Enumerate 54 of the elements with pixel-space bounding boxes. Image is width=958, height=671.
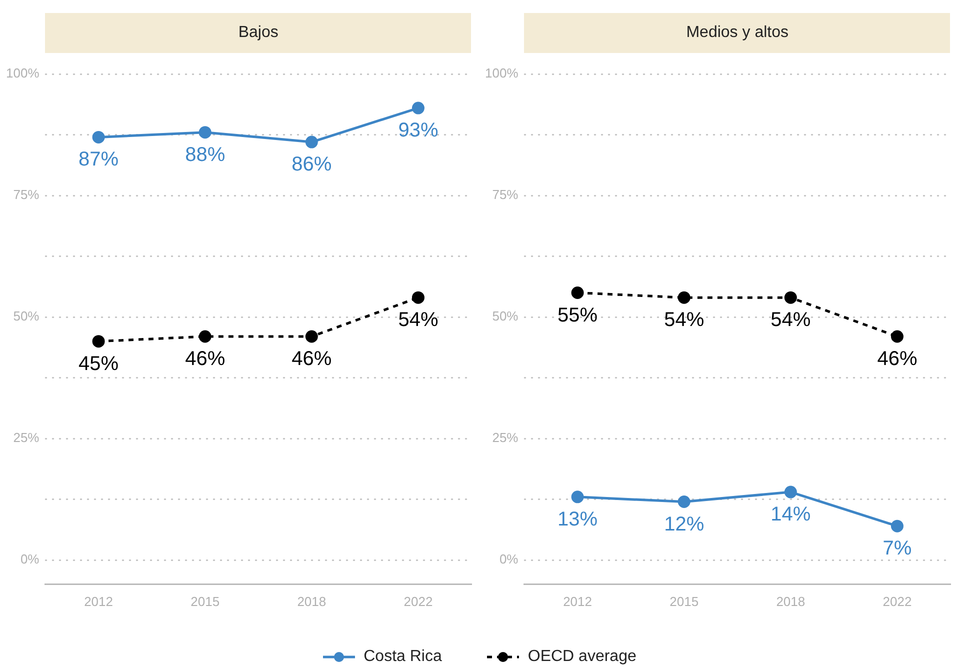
legend-label: Costa Rica — [364, 648, 442, 666]
data-label: 45% — [78, 352, 119, 375]
y-tick-label: 75% — [492, 187, 519, 202]
y-tick-label: 100% — [6, 66, 40, 81]
data-label: 55% — [558, 304, 598, 326]
x-tick-label: 2018 — [776, 594, 806, 609]
data-label: 12% — [664, 513, 704, 536]
data-label: 46% — [877, 348, 918, 370]
point — [784, 486, 797, 498]
data-label: 46% — [292, 348, 332, 370]
data-label: 54% — [664, 309, 704, 332]
point — [678, 291, 690, 304]
point — [412, 102, 424, 114]
y-tick-label: 0% — [499, 552, 519, 567]
x-tick-label: 2018 — [297, 594, 326, 609]
point — [92, 335, 105, 348]
point — [305, 330, 318, 343]
x-tick-label: 2022 — [404, 594, 433, 609]
point — [412, 291, 424, 304]
y-tick-label: 25% — [492, 430, 519, 446]
y-tick-label: 0% — [20, 552, 40, 567]
y-tick-label: 50% — [13, 308, 40, 324]
x-tick-label: 2015 — [190, 594, 220, 609]
data-label: 93% — [398, 120, 438, 142]
point — [305, 136, 318, 148]
chart-title: Bajos — [45, 13, 472, 53]
x-tick-label: 2015 — [670, 594, 699, 609]
data-label: 54% — [770, 309, 811, 332]
x-tick-label: 2022 — [882, 594, 912, 609]
point — [198, 330, 212, 343]
data-label: 87% — [78, 148, 119, 171]
y-tick-label: 75% — [13, 187, 40, 202]
point — [571, 286, 584, 299]
data-label: 54% — [398, 309, 438, 332]
x-tick-label: 2012 — [84, 594, 113, 609]
data-label: 46% — [185, 348, 226, 370]
y-tick-label: 25% — [13, 430, 40, 446]
point — [890, 330, 904, 343]
data-label: 86% — [292, 154, 332, 176]
chart-title: Medios y altos — [524, 13, 950, 53]
y-tick-label: 50% — [492, 308, 519, 324]
data-label: 13% — [558, 508, 598, 530]
point — [571, 490, 584, 504]
point — [198, 126, 212, 139]
point — [890, 520, 904, 532]
point — [784, 291, 797, 304]
y-tick-label: 100% — [485, 66, 519, 81]
data-label: 88% — [185, 144, 226, 166]
x-tick-label: 2012 — [563, 594, 592, 609]
data-label: 7% — [882, 538, 912, 560]
legend-label: OECD average — [528, 648, 636, 666]
point — [92, 130, 105, 144]
data-label: 14% — [770, 504, 811, 526]
point — [678, 496, 690, 508]
